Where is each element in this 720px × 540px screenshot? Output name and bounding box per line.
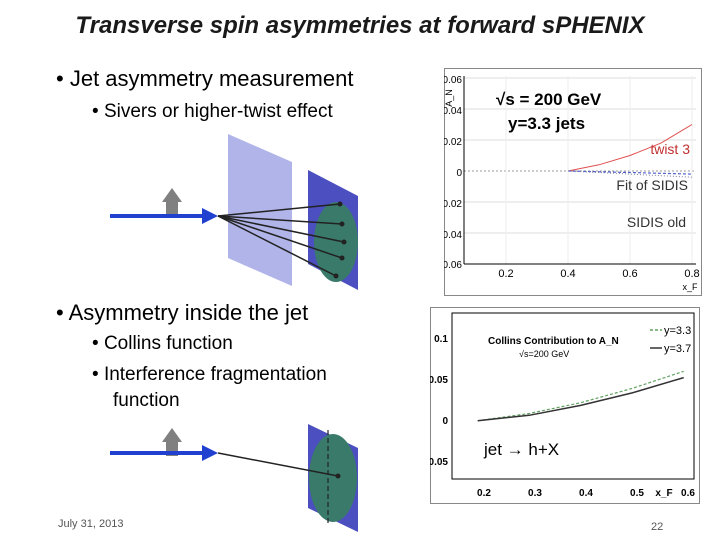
series-label-fit-sidis: Fit of SIDIS [616, 177, 688, 193]
x-tick-label: 0.6 [681, 488, 695, 499]
bullet-jet-asymmetry: • Jet asymmetry measurement [56, 66, 353, 92]
y-tick-label: 0.06 [444, 260, 462, 271]
jet-rapidity-annotation: y=3.3 jets [508, 114, 585, 133]
bullet-marker: • [92, 333, 99, 354]
jet-disc [314, 202, 358, 282]
plot-area [451, 312, 695, 480]
y-tick-label: 0.02 [444, 137, 462, 148]
spin-arrow-icon [162, 188, 182, 202]
x-axis-label: x_F [682, 282, 698, 292]
chart-frame [430, 307, 700, 504]
sub-bullet-interference-cont: function [113, 390, 180, 411]
y-tick-label: 0.1 [434, 334, 448, 345]
spin-arrow-shaft [166, 200, 178, 216]
hadron-track [217, 452, 339, 477]
energy-annotation: √s = 200 GeV [496, 90, 602, 109]
beam-arrow-icon [202, 208, 218, 224]
x-tick-label: 0.3 [528, 488, 542, 499]
x-tick-label: 0.5 [630, 488, 644, 499]
chart-curves [567, 124, 693, 178]
jet-diagram-collins [110, 424, 358, 532]
series-label-sidis-old: SIDIS old [627, 214, 686, 230]
sub-bullet-interference: • Interference fragmentation [92, 364, 327, 386]
process-annotation: jet → h+X [483, 440, 559, 459]
y-tick-label: 0.02 [444, 199, 462, 210]
energy-annotation: √s=200 GeV [519, 349, 569, 359]
x-tick-label: 0.2 [498, 268, 513, 280]
y-tick-labels: 0.06 0.04 0.02 0 0.02 0.04 0.06 [444, 75, 462, 271]
y-tick-label: 0 [442, 416, 448, 427]
jet-particle-dots [333, 201, 347, 279]
bullet-text: Interference fragmentation [103, 364, 327, 385]
y-tick-label: 0.04 [444, 106, 462, 117]
x-tick-label: 0.8 [684, 268, 699, 280]
bullet-marker: • [56, 300, 64, 325]
bullet-marker: • [56, 66, 64, 91]
sub-bullet-collins: • Collins function [92, 333, 233, 355]
y-tick-label: 0.06 [444, 75, 462, 86]
x-tick-label: 0.2 [477, 488, 491, 499]
chart-curves [477, 370, 684, 422]
x-tick-label: 0.4 [560, 268, 575, 280]
jet-disc [309, 434, 357, 522]
series-line-y-3-7 [477, 376, 684, 422]
series-label-twist3: twist 3 [650, 141, 690, 157]
sub-bullet-sivers: • Sivers or higher-twist effect [92, 101, 333, 123]
y-tick-label: 0.04 [444, 230, 462, 241]
series-line-fit-of-sidis [567, 170, 693, 175]
y-tick-label: 0.05 [430, 375, 448, 386]
y-axis-label: A_N [444, 89, 454, 107]
footer-date: July 31, 2013 [58, 518, 124, 530]
legend-label-y33: y=3.3 [664, 325, 691, 337]
jet-fan-lines [217, 203, 345, 277]
beam-arrow-icon [202, 445, 218, 461]
collins-contribution-chart: 0.1 0.05 0 -0.05 0.2 0.3 0.4 0.5 0.6 x_F… [430, 307, 700, 504]
hadron-dot [335, 473, 341, 479]
chart-legend: y=3.3 y=3.7 [650, 325, 691, 355]
y-tick-label: -0.05 [430, 457, 448, 468]
y-tick-label: 0 [456, 168, 462, 179]
x-tick-label: 0.6 [622, 268, 637, 280]
bullet-text: Sivers or higher-twist effect [103, 101, 333, 122]
jet-diagram-sivers [110, 134, 358, 290]
series-line-y-3-3 [477, 370, 684, 422]
bullet-marker: • [92, 364, 99, 385]
spin-arrow-icon [162, 428, 182, 442]
bullet-asymmetry-inside-jet: • Asymmetry inside the jet [56, 300, 308, 326]
chart-frame [444, 68, 702, 296]
bullet-text: Collins function [103, 333, 233, 354]
x-tick-label: 0.4 [579, 488, 593, 499]
legend-label-y37: y=3.7 [664, 343, 691, 355]
bullet-text: Asymmetry inside the jet [68, 300, 309, 325]
x-axis-label: x_F [655, 488, 672, 499]
bullet-marker: • [92, 101, 99, 122]
chart-title: Collins Contribution to A_N [488, 336, 619, 347]
transverse-plane-light [228, 134, 292, 286]
series-line-twist-3 [567, 124, 693, 172]
bullet-text: Jet asymmetry measurement [69, 66, 354, 91]
slide-title: Transverse spin asymmetries at forward s… [75, 12, 645, 39]
page-number: 22 [651, 521, 664, 533]
sivers-asymmetry-chart: 0.06 0.04 0.02 0 0.02 0.04 0.06 0.2 0.4 … [444, 68, 702, 296]
